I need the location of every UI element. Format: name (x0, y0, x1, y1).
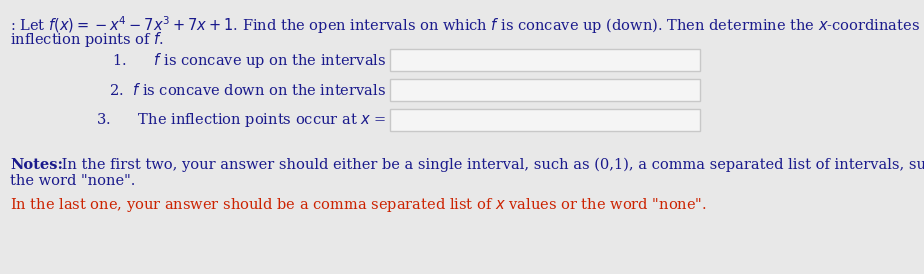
Text: : Let $f(x) = -x^4 - 7x^3 + 7x + 1$. Find the open intervals on which $f$ is con: : Let $f(x) = -x^4 - 7x^3 + 7x + 1$. Fin… (10, 14, 924, 36)
Text: In the first two, your answer should either be a single interval, such as (0,1),: In the first two, your answer should eit… (57, 158, 924, 172)
Text: inflection points of $f$.: inflection points of $f$. (10, 30, 164, 49)
Text: 3.      The inflection points occur at $x$ =: 3. The inflection points occur at $x$ = (95, 111, 386, 129)
FancyBboxPatch shape (390, 49, 700, 71)
Text: In the last one, your answer should be a comma separated list of $x$ values or t: In the last one, your answer should be a… (10, 196, 707, 214)
Text: 1.      $f$ is concave up on the intervals: 1. $f$ is concave up on the intervals (112, 50, 386, 70)
FancyBboxPatch shape (390, 79, 700, 101)
Text: the word "none".: the word "none". (10, 174, 136, 188)
Text: 2.  $f$ is concave down on the intervals: 2. $f$ is concave down on the intervals (109, 82, 386, 98)
Text: Notes:: Notes: (10, 158, 63, 172)
FancyBboxPatch shape (390, 109, 700, 131)
